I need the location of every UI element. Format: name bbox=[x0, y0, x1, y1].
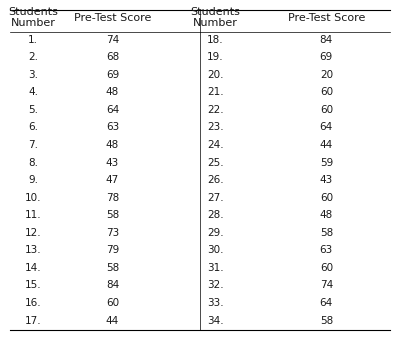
Text: 60: 60 bbox=[320, 193, 333, 203]
Text: 5.: 5. bbox=[28, 105, 38, 115]
Text: 59: 59 bbox=[320, 158, 333, 168]
Text: 28.: 28. bbox=[207, 210, 224, 220]
Text: 1.: 1. bbox=[28, 35, 38, 45]
Text: 69: 69 bbox=[320, 52, 333, 62]
Text: 48: 48 bbox=[106, 140, 119, 150]
Text: 58: 58 bbox=[106, 263, 119, 273]
Text: 20.: 20. bbox=[207, 70, 224, 80]
Text: 13.: 13. bbox=[25, 245, 41, 255]
Text: 84: 84 bbox=[320, 35, 333, 45]
Text: 23.: 23. bbox=[207, 122, 224, 132]
Text: 64: 64 bbox=[106, 105, 119, 115]
Text: 26.: 26. bbox=[207, 175, 224, 185]
Text: 48: 48 bbox=[320, 210, 333, 220]
Text: 11.: 11. bbox=[25, 210, 41, 220]
Text: 68: 68 bbox=[106, 52, 119, 62]
Text: 48: 48 bbox=[106, 87, 119, 97]
Text: 19.: 19. bbox=[207, 52, 224, 62]
Text: 47: 47 bbox=[106, 175, 119, 185]
Text: 43: 43 bbox=[106, 158, 119, 168]
Text: Pre-Test Score: Pre-Test Score bbox=[288, 13, 365, 22]
Text: 58: 58 bbox=[106, 210, 119, 220]
Text: 60: 60 bbox=[320, 105, 333, 115]
Text: 17.: 17. bbox=[25, 316, 41, 326]
Text: Pre-Test Score: Pre-Test Score bbox=[74, 13, 151, 22]
Text: 34.: 34. bbox=[207, 316, 224, 326]
Text: Students
Number: Students Number bbox=[8, 7, 58, 28]
Text: 44: 44 bbox=[106, 316, 119, 326]
Text: 64: 64 bbox=[320, 298, 333, 308]
Text: 58: 58 bbox=[320, 228, 333, 238]
Text: 22.: 22. bbox=[207, 105, 224, 115]
Text: 30.: 30. bbox=[207, 245, 224, 255]
Text: 63: 63 bbox=[106, 122, 119, 132]
Text: 74: 74 bbox=[106, 35, 119, 45]
Text: 7.: 7. bbox=[28, 140, 38, 150]
Text: 2.: 2. bbox=[28, 52, 38, 62]
Text: 58: 58 bbox=[320, 316, 333, 326]
Text: 21.: 21. bbox=[207, 87, 224, 97]
Text: 20: 20 bbox=[320, 70, 333, 80]
Text: 43: 43 bbox=[320, 175, 333, 185]
Text: 73: 73 bbox=[106, 228, 119, 238]
Text: 27.: 27. bbox=[207, 193, 224, 203]
Text: 10.: 10. bbox=[25, 193, 41, 203]
Text: 9.: 9. bbox=[28, 175, 38, 185]
Text: 18.: 18. bbox=[207, 35, 224, 45]
Text: 15.: 15. bbox=[25, 280, 41, 291]
Text: Students
Number: Students Number bbox=[190, 7, 240, 28]
Text: 6.: 6. bbox=[28, 122, 38, 132]
Text: 33.: 33. bbox=[207, 298, 224, 308]
Text: 12.: 12. bbox=[25, 228, 41, 238]
Text: 25.: 25. bbox=[207, 158, 224, 168]
Text: 16.: 16. bbox=[25, 298, 41, 308]
Text: 3.: 3. bbox=[28, 70, 38, 80]
Text: 31.: 31. bbox=[207, 263, 224, 273]
Text: 84: 84 bbox=[106, 280, 119, 291]
Text: 29.: 29. bbox=[207, 228, 224, 238]
Text: 4.: 4. bbox=[28, 87, 38, 97]
Text: 78: 78 bbox=[106, 193, 119, 203]
Text: 69: 69 bbox=[106, 70, 119, 80]
Text: 60: 60 bbox=[106, 298, 119, 308]
Text: 32.: 32. bbox=[207, 280, 224, 291]
Text: 74: 74 bbox=[320, 280, 333, 291]
Text: 64: 64 bbox=[320, 122, 333, 132]
Text: 24.: 24. bbox=[207, 140, 224, 150]
Text: 8.: 8. bbox=[28, 158, 38, 168]
Text: 63: 63 bbox=[320, 245, 333, 255]
Text: 60: 60 bbox=[320, 263, 333, 273]
Text: 14.: 14. bbox=[25, 263, 41, 273]
Text: 79: 79 bbox=[106, 245, 119, 255]
Text: 60: 60 bbox=[320, 87, 333, 97]
Text: 44: 44 bbox=[320, 140, 333, 150]
